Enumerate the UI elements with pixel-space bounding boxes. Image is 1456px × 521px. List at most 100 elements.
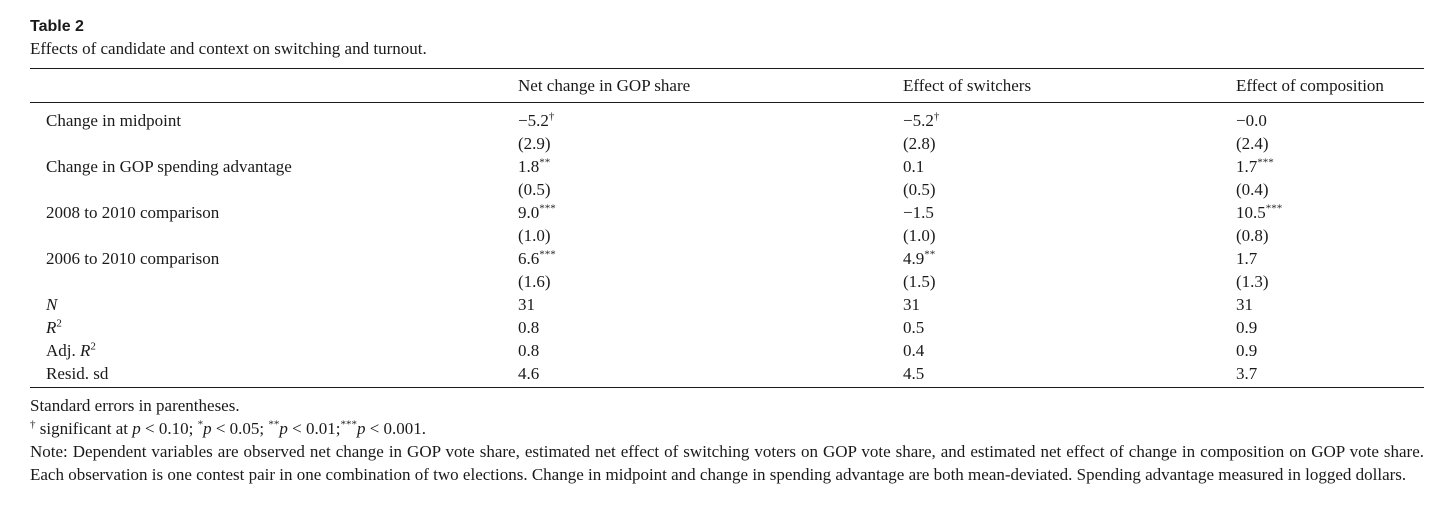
stat-label: Resid. sd [30, 362, 518, 388]
significance-mark: † [933, 110, 940, 123]
col-header-net-change: Net change in GOP share [518, 68, 903, 103]
table-row-stat: N 31 31 31 [30, 293, 1424, 316]
coefficient-value: −5.2 [903, 111, 934, 130]
significance-mark: ** [539, 156, 551, 169]
stat-value: 4.6 [518, 364, 540, 383]
coefficient-cell: 1.7 [1236, 247, 1424, 270]
se-note: Standard errors in parentheses. [30, 396, 240, 415]
stat-label-sup: 2 [56, 317, 62, 330]
row-label-empty [30, 132, 518, 155]
row-label-empty [30, 270, 518, 293]
stat-value: 31 [1236, 295, 1253, 314]
col-header-composition: Effect of composition [1236, 68, 1424, 103]
coefficient-value: 9.0 [518, 203, 540, 222]
dagger-mark: † [30, 418, 36, 431]
stat-value: 4.5 [903, 364, 925, 383]
table-row: Change in midpoint −5.2† −5.2† −0.0 [30, 103, 1424, 133]
header-stub [30, 68, 518, 103]
table-caption: Effects of candidate and context on swit… [30, 39, 427, 58]
coefficient-cell: 0.1 [903, 155, 1236, 178]
coefficient-cell: −5.2† [518, 103, 903, 133]
standard-error-cell: (1.0) [518, 226, 551, 245]
stat-label: R2 [30, 316, 518, 339]
row-label: 2008 to 2010 comparison [46, 203, 220, 222]
stat-value: 31 [903, 295, 920, 314]
stat-value: 0.8 [518, 341, 540, 360]
table-note: Note: Dependent variables are observed n… [30, 442, 1424, 484]
stat-label-text: Resid. sd [46, 364, 109, 383]
coefficient-value: 10.5 [1236, 203, 1266, 222]
table-label: Table 2 [30, 18, 84, 35]
table-row: 2006 to 2010 comparison 6.6*** 4.9** 1.7 [30, 247, 1424, 270]
col-header-switchers: Effect of switchers [903, 68, 1236, 103]
significance-mark: *** [539, 202, 556, 215]
table-row-se: (1.6) (1.5) (1.3) [30, 270, 1424, 293]
stat-label-text: N [46, 295, 58, 314]
stat-value: 0.9 [1236, 318, 1258, 337]
coefficient-cell: 10.5*** [1236, 201, 1424, 224]
coefficient-value: 1.8 [518, 157, 540, 176]
standard-error-cell: (1.0) [903, 226, 936, 245]
table-figure: Table 2 Effects of candidate and context… [30, 16, 1424, 486]
standard-error-cell: (1.5) [903, 272, 936, 291]
coefficient-value: 1.7 [1236, 157, 1258, 176]
stat-value: 0.8 [518, 318, 540, 337]
significance-note: † significant at p < 0.10; *p < 0.05; **… [30, 418, 427, 438]
coefficient-value: 6.6 [518, 249, 540, 268]
table-row-se: (0.5) (0.5) (0.4) [30, 178, 1424, 201]
stat-label-text: R [46, 318, 57, 337]
standard-error-cell: (0.4) [1236, 180, 1269, 199]
row-label-empty [30, 178, 518, 201]
standard-error-cell: (1.3) [1236, 272, 1269, 291]
significance-mark: *** [1265, 202, 1283, 215]
regression-table: Net change in GOP share Effect of switch… [30, 68, 1424, 388]
stat-label-sup: 2 [90, 340, 96, 353]
standard-error-cell: (2.4) [1236, 134, 1269, 153]
coefficient-cell: 6.6*** [518, 247, 903, 270]
stat-label-prefix: Adj. [46, 341, 80, 360]
significance-mark: † [548, 110, 555, 123]
stat-value: 3.7 [1236, 364, 1258, 383]
table-row-se: (1.0) (1.0) (0.8) [30, 224, 1424, 247]
table-row-se: (2.9) (2.8) (2.4) [30, 132, 1424, 155]
coefficient-cell: 1.8** [518, 155, 903, 178]
standard-error-cell: (2.8) [903, 134, 936, 153]
standard-error-cell: (0.5) [903, 180, 936, 199]
table-row: 2008 to 2010 comparison 9.0*** −1.5 10.5*** [30, 201, 1424, 224]
coefficient-cell: 9.0*** [518, 201, 903, 224]
coefficient-value: 1.7 [1236, 249, 1258, 268]
coefficient-cell: −5.2† [903, 103, 1236, 133]
standard-error-cell: (0.5) [518, 180, 551, 199]
stat-value: 31 [518, 295, 535, 314]
header-row: Net change in GOP share Effect of switch… [30, 68, 1424, 103]
coefficient-value: −0.0 [1236, 111, 1267, 130]
coefficient-value: −1.5 [903, 203, 934, 222]
coefficient-value: 4.9 [903, 249, 925, 268]
table-row-stat: Adj. R2 0.8 0.4 0.9 [30, 339, 1424, 362]
coefficient-cell: −0.0 [1236, 103, 1424, 133]
significance-mark: *** [1257, 156, 1274, 169]
table-body: Change in midpoint −5.2† −5.2† −0.0 (2.9) (2.… [30, 103, 1424, 388]
coefficient-cell: 1.7*** [1236, 155, 1424, 178]
stat-value: 0.5 [903, 318, 925, 337]
row-label: Change in GOP spending advantage [46, 157, 292, 176]
row-label: Change in midpoint [46, 111, 182, 130]
coefficient-value: 0.1 [903, 157, 925, 176]
stat-label: Adj. R2 [30, 339, 518, 362]
table-row-stat: Resid. sd 4.6 4.5 3.7 [30, 362, 1424, 388]
coefficient-value: −5.2 [518, 111, 549, 130]
stat-value: 0.9 [1236, 341, 1258, 360]
row-label-empty [30, 224, 518, 247]
stat-label: N [30, 293, 518, 316]
table-notes: Standard errors in parentheses. † signif… [30, 394, 1424, 486]
stat-value: 0.4 [903, 341, 925, 360]
significance-mark: *** [539, 248, 556, 261]
table-row-stat: R2 0.8 0.5 0.9 [30, 316, 1424, 339]
coefficient-cell: −1.5 [903, 201, 1236, 224]
significance-mark: ** [924, 248, 936, 261]
table-row: Change in GOP spending advantage 1.8** 0.1… [30, 155, 1424, 178]
standard-error-cell: (2.9) [518, 134, 551, 153]
standard-error-cell: (0.8) [1236, 226, 1269, 245]
coefficient-cell: 4.9** [903, 247, 1236, 270]
row-label: 2006 to 2010 comparison [46, 249, 220, 268]
